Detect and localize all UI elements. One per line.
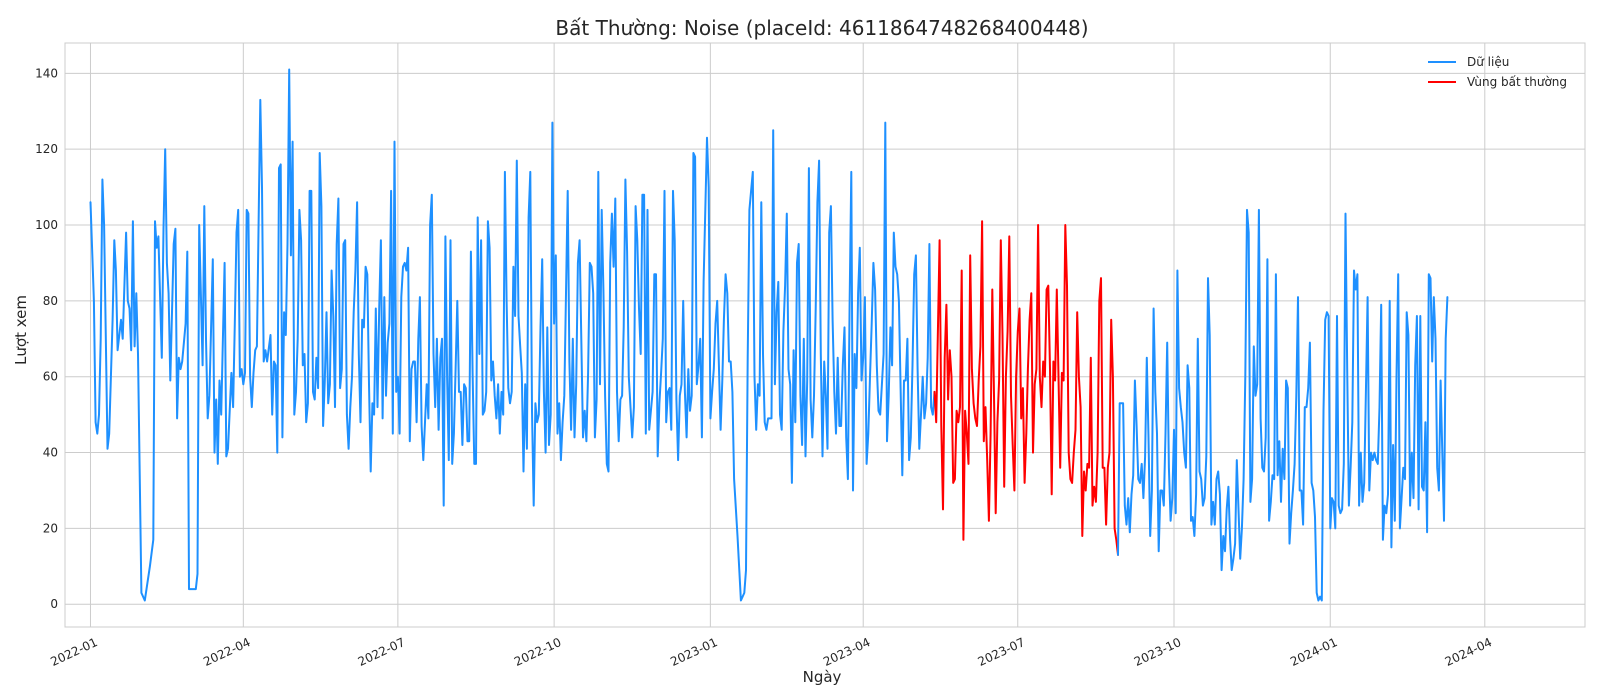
series-line-data — [1117, 208, 1449, 602]
y-tick-label: 140 — [35, 66, 58, 80]
legend-label-data: Dữ liệu — [1467, 55, 1509, 69]
y-axis-label: Lượt xem — [12, 295, 30, 365]
y-tick-label: 100 — [35, 218, 58, 232]
series-line-data — [89, 68, 936, 602]
plot-frame — [64, 42, 1586, 628]
y-ticks: 0 20 40 60 80 100 120 140 — [35, 66, 58, 611]
legend: Dữ liệu Vùng bất thường — [1428, 55, 1567, 89]
y-tick-label: 40 — [43, 446, 58, 460]
y-tick-label: 60 — [43, 370, 58, 384]
series-line-anomaly — [933, 220, 1119, 556]
series-layer — [89, 68, 1449, 602]
y-tick-label: 0 — [50, 597, 58, 611]
chart-title: Bất Thường: Noise (placeId: 461186474826… — [555, 16, 1088, 40]
legend-label-anomaly: Vùng bất thường — [1467, 75, 1567, 89]
y-tick-label: 20 — [43, 521, 58, 535]
y-tick-label: 120 — [35, 142, 58, 156]
x-axis-label: Ngày — [803, 668, 842, 686]
y-tick-label: 80 — [43, 294, 58, 308]
